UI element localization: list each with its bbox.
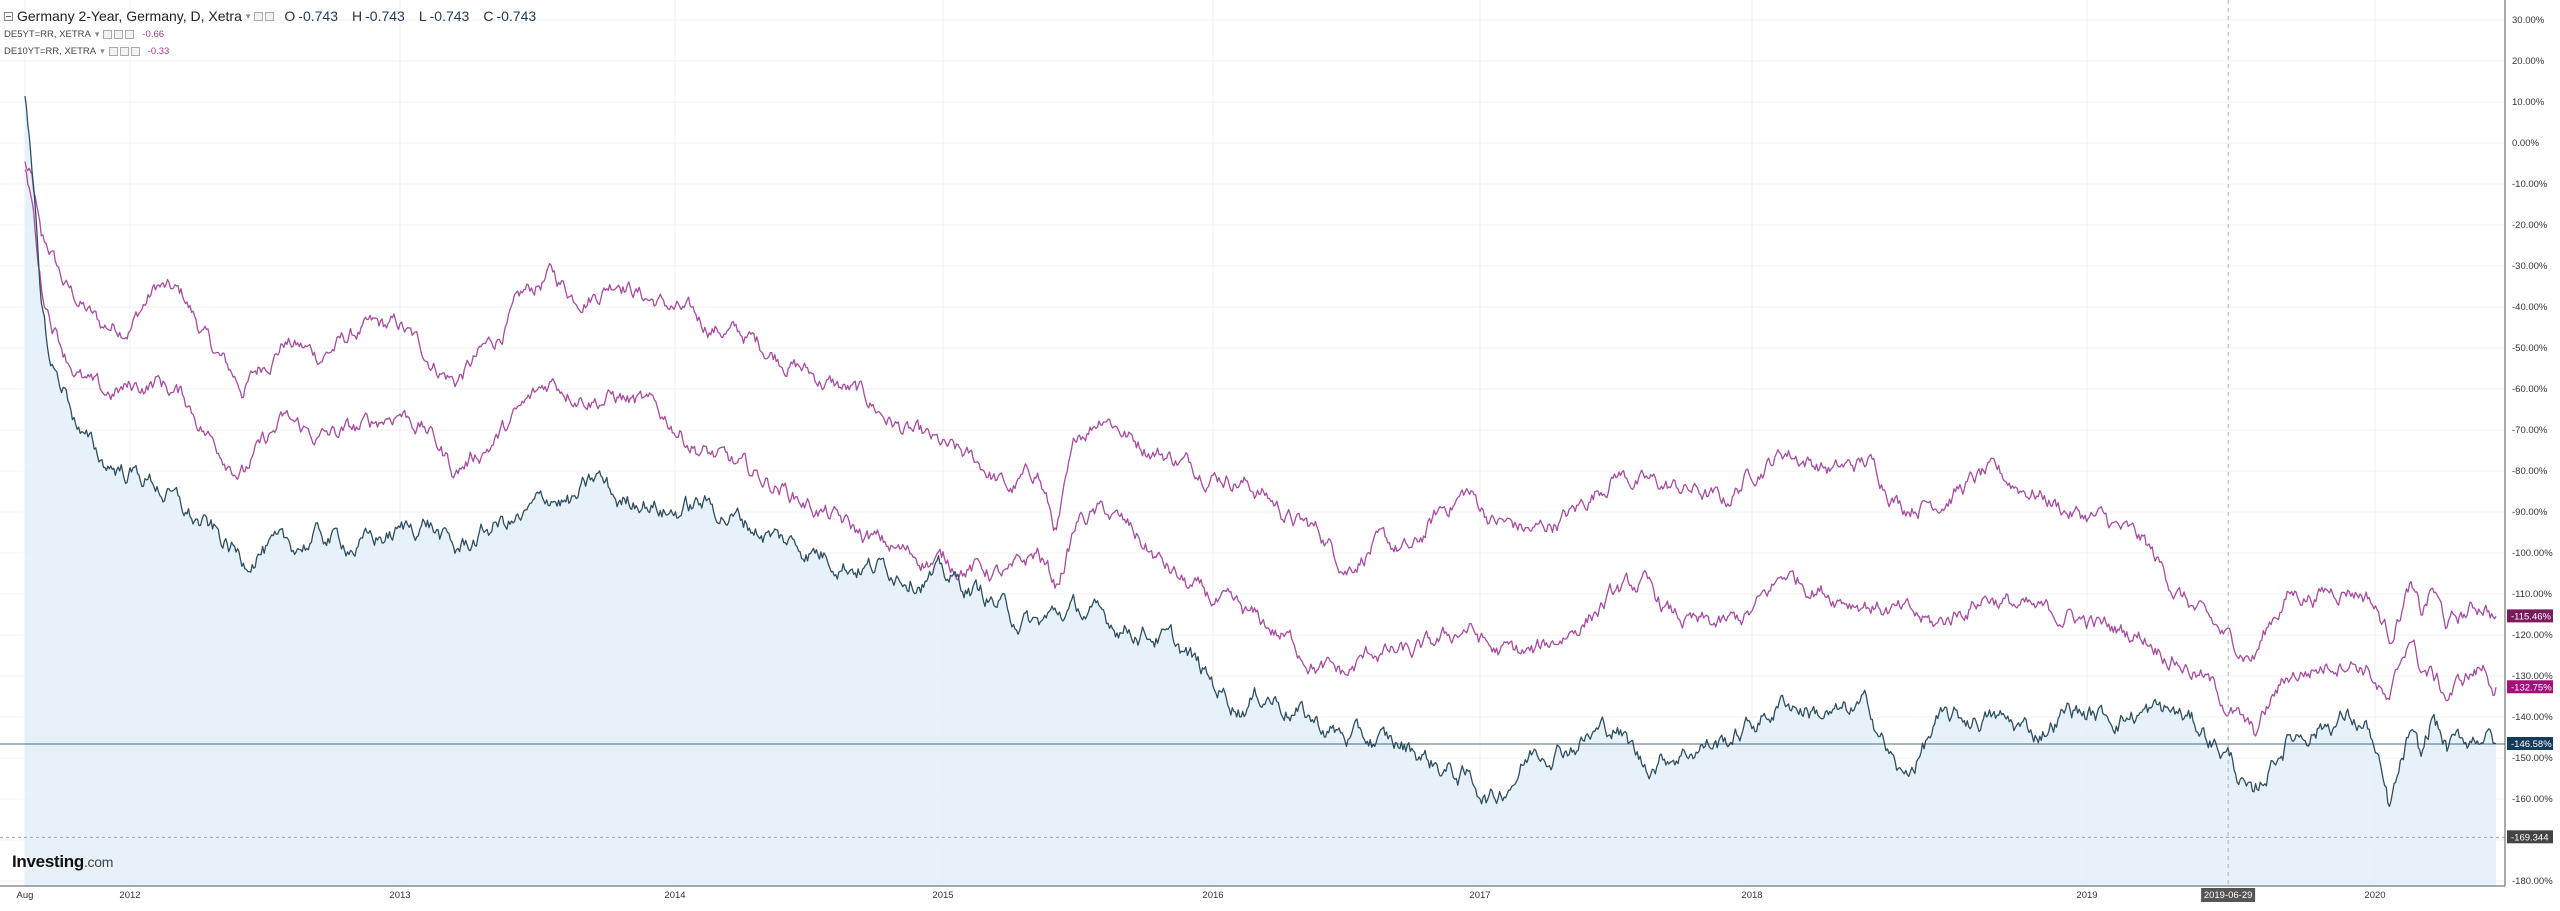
x-tick-label: 2017 xyxy=(1469,890,1490,901)
settings-icon[interactable] xyxy=(114,30,124,39)
y-tick-label: -110.00% xyxy=(2512,589,2553,600)
y-tick-label: 20.00% xyxy=(2512,56,2545,67)
x-tick-label: 2018 xyxy=(1741,890,1762,901)
chevron-down-icon[interactable]: ▾ xyxy=(94,29,100,39)
y-tick-label: -10.00% xyxy=(2512,179,2548,190)
legend-overlay-value: -0.66 xyxy=(142,29,165,40)
ohlc-open-value: -0.743 xyxy=(298,8,338,24)
collapse-legend-icon[interactable] xyxy=(4,11,13,21)
y-tick-label: 10.00% xyxy=(2512,97,2545,108)
y-tick-label: -20.00% xyxy=(2512,220,2548,231)
legend-overlay-row: DE10YT=RR, XETRA ▾ -0.33 xyxy=(4,43,542,60)
legend-overlay-row: DE5YT=RR, XETRA ▾ -0.66 xyxy=(4,26,542,43)
y-tick-label: -70.00% xyxy=(2512,425,2548,436)
y-tick-label: -40.00% xyxy=(2512,302,2548,313)
legend-main-title: Germany 2-Year, Germany, D, Xetra xyxy=(17,8,242,24)
settings-icon[interactable] xyxy=(119,47,129,56)
ohlc-high-value: -0.743 xyxy=(365,8,405,24)
reference-value-badge: -169.344 xyxy=(2511,832,2549,843)
legend-overlay-value: -0.33 xyxy=(147,46,170,57)
y-tick-label: -100.00% xyxy=(2512,548,2553,559)
series-area-de2y xyxy=(25,96,2496,886)
line-layer xyxy=(0,0,2505,886)
y-tick-label: 0.00% xyxy=(2512,138,2539,149)
close-icon[interactable] xyxy=(130,47,140,56)
visibility-toggle-icon[interactable] xyxy=(254,11,264,21)
x-tick-label: 2013 xyxy=(389,890,410,901)
y-tick-label: -180.00% xyxy=(2512,876,2553,887)
crosshair-date-label: 2019-06-29 xyxy=(2204,890,2253,901)
last-value-badge-de10y-bg xyxy=(2507,609,2553,623)
ohlc-low-value: -0.743 xyxy=(429,8,470,24)
series-line-de5y xyxy=(24,169,2497,737)
y-tick-label: -60.00% xyxy=(2512,384,2548,395)
x-tick-label: 2019 xyxy=(2076,890,2097,901)
badge-layer: -115.46% -132.75% -146.58% -169.344 2019-06-… xyxy=(2201,609,2553,902)
visibility-toggle-icon[interactable] xyxy=(108,47,118,56)
visibility-toggle-icon[interactable] xyxy=(103,30,113,39)
y-tick-label: -90.00% xyxy=(2512,507,2548,518)
crosshair-date-bg xyxy=(2201,888,2256,902)
x-tick-label: Aug xyxy=(17,890,34,901)
ohlc-open-label: O xyxy=(284,8,296,24)
legend-overlay-label: DE5YT=RR, XETRA xyxy=(4,29,91,40)
logo-suffix: .com xyxy=(83,854,114,870)
last-value-badge-de10y: -115.46% xyxy=(2511,611,2552,622)
chevron-down-icon[interactable]: ▾ xyxy=(245,10,251,21)
y-tick-label: -130.00% xyxy=(2512,671,2553,682)
y-tick-label: -50.00% xyxy=(2512,343,2548,354)
investing-logo: Investing.com xyxy=(12,852,113,872)
ohlc-close-value: -0.743 xyxy=(496,8,537,24)
ohlc-close-label: C xyxy=(483,8,494,24)
x-tick-label: 2014 xyxy=(664,890,685,901)
x-tick-label: 2020 xyxy=(2364,890,2385,901)
last-value-badge-de5y: -132.75% xyxy=(2511,682,2552,693)
close-icon[interactable] xyxy=(125,30,135,39)
last-value-badge-de2y: -146.58% xyxy=(2511,739,2552,750)
y-tick-label: -160.00% xyxy=(2512,794,2553,805)
y-tick-label: -140.00% xyxy=(2512,712,2553,723)
chart-legend: Germany 2-Year, Germany, D, Xetra ▾ O -0.… xyxy=(4,6,542,60)
settings-icon[interactable] xyxy=(265,11,275,21)
x-tick-label: 2012 xyxy=(119,890,140,901)
legend-overlay-label: DE10YT=RR, XETRA xyxy=(4,46,97,57)
series-line-de10y xyxy=(24,161,2497,663)
y-tick-label: -120.00% xyxy=(2512,630,2553,641)
chevron-down-icon[interactable]: ▾ xyxy=(100,46,105,56)
logo-brand: Investing xyxy=(12,852,84,871)
last-value-badge-de5y-bg xyxy=(2507,680,2553,694)
ohlc-high-label: H xyxy=(352,8,363,24)
reference-value-badge-bg xyxy=(2507,830,2553,844)
y-tick-label: -30.00% xyxy=(2512,261,2548,272)
series-line-de2y xyxy=(24,95,2497,808)
area-layer xyxy=(25,96,2496,886)
x-tick-label: 2015 xyxy=(932,890,953,901)
ohlc-low-label: L xyxy=(418,8,427,24)
y-tick-label: -150.00% xyxy=(2512,753,2553,764)
y-tick-label: -80.00% xyxy=(2512,466,2548,477)
x-tick-label: 2016 xyxy=(1202,890,1223,901)
legend-main-row: Germany 2-Year, Germany, D, Xetra ▾ O -0.… xyxy=(4,6,542,26)
last-value-badge-de2y-bg xyxy=(2507,736,2553,750)
y-tick-label: 30.00% xyxy=(2512,15,2545,26)
